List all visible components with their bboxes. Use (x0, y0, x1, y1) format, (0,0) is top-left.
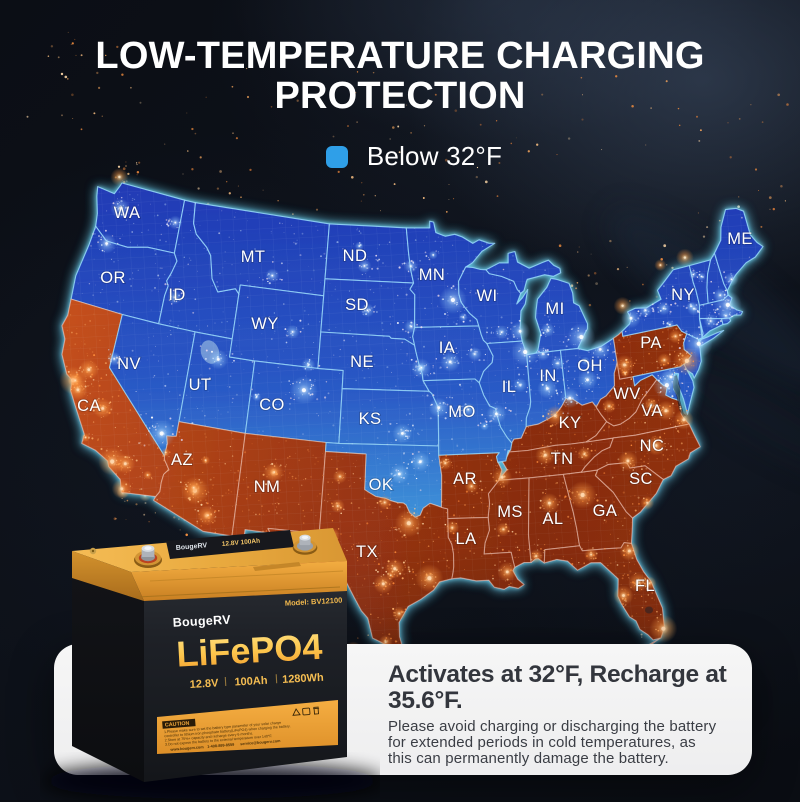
state-label-in: IN (539, 367, 556, 385)
state-label-nm: NM (254, 478, 280, 496)
state-label-mo: MO (448, 403, 475, 421)
battery-specs: 12.8V 100Ah 1280Wh (189, 672, 324, 691)
legend-swatch (325, 145, 348, 168)
svg-text:100Ah: 100Ah (234, 675, 268, 689)
info-heading: Activates at 32°F, Recharge at 35.6°F. (388, 661, 727, 714)
state-label-nd: ND (343, 247, 368, 265)
battery-brand: BougeRV (172, 613, 231, 630)
state-label-ky: KY (559, 414, 582, 432)
state-label-sc: SC (629, 470, 653, 488)
map-legend: Below 32°F (14, 141, 800, 172)
state-label-nc: NC (640, 437, 665, 455)
state-label-sd: SD (345, 296, 369, 314)
state-label-ks: KS (359, 410, 382, 428)
state-label-la: LA (456, 530, 477, 548)
state-label-tn: TN (551, 450, 574, 468)
page-title: LOW-TEMPERATURE CHARGING PROTECTION (0, 36, 800, 116)
state-label-ne: NE (350, 353, 374, 371)
state-label-ar: AR (453, 470, 477, 488)
state-label-or: OR (100, 269, 126, 287)
title-line-1: LOW-TEMPERATURE CHARGING (95, 35, 705, 77)
state-label-ut: UT (189, 376, 212, 394)
state-label-ia: IA (439, 339, 455, 357)
state-label-az: AZ (171, 451, 193, 469)
state-label-pa: PA (640, 334, 662, 352)
state-label-ny: NY (671, 286, 695, 304)
battery-terminal-left (134, 545, 162, 568)
info-body: Please avoid charging or discharging the… (388, 718, 717, 767)
state-label-wi: WI (477, 287, 498, 305)
state-label-id: ID (168, 286, 185, 304)
state-label-oh: OH (577, 357, 603, 375)
state-label-ca: CA (77, 397, 101, 415)
battery-product-image: BougeRV 12.8V 100Ah BougeRV Model: BV121… (40, 528, 380, 799)
state-label-mn: MN (419, 266, 445, 284)
legend-label: Below 32°F (366, 141, 503, 171)
state-label-wy: WY (251, 315, 278, 333)
state-label-mt: MT (241, 248, 266, 266)
state-label-nv: NV (117, 355, 141, 373)
svg-text:1-408-899-8559: 1-408-899-8559 (207, 743, 234, 749)
caution-tag: CAUTION (165, 721, 190, 729)
battery-top-label: BougeRV 12.8V 100Ah (166, 530, 294, 559)
battery-caution-label: CAUTION 1.Please make sure to set the ba… (157, 700, 338, 754)
battery-front-print: BougeRV Model: BV12100 LiFePO4 12.8V 100… (172, 596, 343, 691)
state-label-il: IL (502, 378, 517, 396)
state-label-ga: GA (593, 502, 618, 520)
state-label-wa: WA (114, 204, 141, 222)
svg-text:12.8V 100Ah: 12.8V 100Ah (222, 538, 261, 548)
state-label-mi: MI (545, 300, 564, 318)
state-label-co: CO (259, 396, 285, 414)
state-label-ms: MS (497, 503, 523, 521)
battery-screw-slot (91, 549, 95, 553)
svg-text:1280Wh: 1280Wh (282, 672, 324, 686)
state-label-fl: FL (635, 577, 655, 595)
svg-text:BougeRV: BougeRV (176, 542, 208, 552)
state-labels: WA OR ID MT ND SD WY NE NV UT CO KS CA AZ NM OK TX MN WI MI… (76, 203, 753, 596)
svg-text:2.Store at 75%+ capacity and r: 2.Store at 75%+ capacity and recharge ev… (164, 731, 253, 742)
state-label-wv: WV (613, 385, 640, 403)
svg-text:www.bougerv.com: www.bougerv.com (169, 745, 204, 752)
state-label-ok: OK (369, 476, 394, 494)
certification-icons (292, 706, 320, 716)
state-label-va: VA (641, 402, 663, 420)
state-label-al: AL (543, 510, 564, 528)
state-label-me: ME (727, 230, 753, 248)
svg-text:service@bougerv.com: service@bougerv.com (240, 739, 281, 746)
battery-chemistry: LiFePO4 (175, 626, 323, 675)
state-label-tx: TX (356, 543, 378, 561)
battery-terminal-right (292, 534, 318, 555)
battery-model: Model: BV12100 (285, 596, 343, 608)
title-line-2: PROTECTION (274, 75, 526, 117)
svg-text:12.8V: 12.8V (189, 677, 219, 691)
